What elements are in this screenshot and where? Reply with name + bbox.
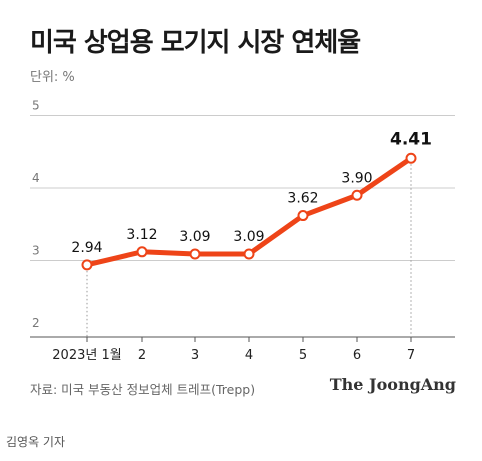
y-tick-label: 2 [32, 316, 40, 330]
data-label: 3.09 [233, 229, 264, 245]
data-point [405, 152, 417, 164]
y-tick-label: 4 [32, 171, 40, 185]
data-point [189, 248, 201, 260]
x-tick-label: 7 [407, 348, 415, 363]
x-tick-label: 4 [245, 348, 253, 363]
data-label: 3.62 [287, 191, 318, 207]
publisher-logo: The JoongAng [329, 375, 456, 394]
y-tick-label: 5 [32, 99, 40, 113]
data-point [297, 210, 309, 222]
x-tick-label: 2023년 1월 [52, 348, 121, 363]
data-label: 3.12 [126, 227, 157, 243]
x-tick-label: 3 [191, 348, 199, 363]
data-label: 3.09 [179, 229, 210, 245]
data-point [136, 246, 148, 258]
unit-label: 단위: % [30, 70, 75, 85]
data-point [243, 248, 255, 260]
data-label: 3.90 [341, 170, 372, 186]
x-tick-label: 6 [353, 348, 361, 363]
x-tick-label: 5 [299, 348, 307, 363]
data-point [81, 259, 93, 271]
chart-title: 미국 상업용 모기지 시장 연체율 [30, 28, 361, 58]
y-tick-label: 3 [32, 244, 40, 258]
data-label: 2.94 [71, 240, 102, 256]
data-label: 4.41 [390, 129, 432, 149]
source-note: 자료: 미국 부동산 정보업체 트레프(Trepp) [30, 382, 256, 397]
data-point [351, 189, 363, 201]
x-tick-label: 2 [138, 348, 146, 363]
reporter-credit: 김영옥 기자 [6, 435, 66, 449]
